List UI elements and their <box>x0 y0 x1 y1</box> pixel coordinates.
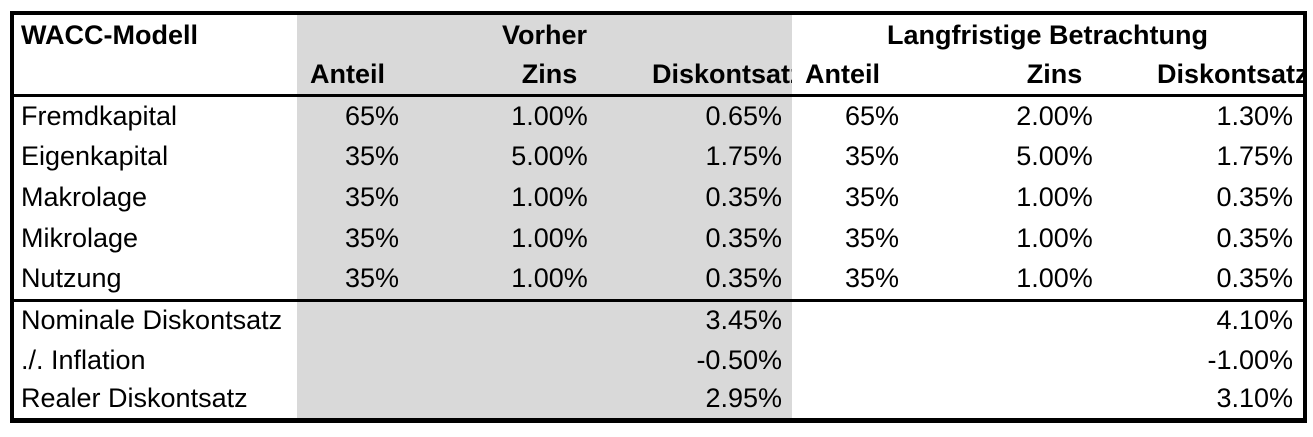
column-header-anteil-vorher: Anteil <box>297 55 447 97</box>
row-label: Makrolage <box>21 182 148 212</box>
table-cell: 1.00% <box>447 259 652 302</box>
table-cell: 5.00% <box>1016 141 1093 171</box>
column-group-langfristige-betrachtung: Langfristige Betrachtung <box>886 19 1209 50</box>
table-cell: 35% <box>297 259 447 302</box>
table-cell: 35% <box>844 141 900 171</box>
table-cell: 1.00% <box>952 259 1157 302</box>
column-header-diskontsatz-vorher: Diskontsatz <box>652 55 792 97</box>
table-cell <box>792 380 952 420</box>
page-title: WACC-Modell <box>21 19 198 50</box>
table-cell: 1.00% <box>1016 182 1093 212</box>
table-cell: 4.10% <box>1216 305 1294 336</box>
table-cell: 1.75% <box>652 136 792 177</box>
table-cell: 35% <box>844 223 900 253</box>
table-row-eigenkapital: Eigenkapital 35% 5.00% 1.75% 35% 5.00% 1… <box>12 136 1305 177</box>
table-cell <box>952 340 1157 380</box>
wacc-table-container: WACC-Modell Vorher Langfristige Betracht… <box>10 11 1313 423</box>
table-cell: -1.00% <box>1207 344 1294 375</box>
table-cell: 2.95% <box>652 380 792 420</box>
table-cell: 1.00% <box>1016 223 1093 253</box>
table-row-makrolage: Makrolage 35% 1.00% 0.35% 35% 1.00% 0.35… <box>12 177 1305 218</box>
wacc-table: WACC-Modell Vorher Langfristige Betracht… <box>10 11 1308 423</box>
table-cell: 65% <box>297 95 447 136</box>
table-cell: 1.00% <box>447 218 652 259</box>
table-cell: 1.00% <box>447 95 652 136</box>
table-cell <box>952 380 1157 420</box>
row-label: Nominale Diskontsatz <box>21 305 283 336</box>
table-row-realer-diskontsatz: Realer Diskontsatz 2.95% 3.10% <box>12 380 1305 420</box>
table-cell <box>447 300 652 340</box>
table-cell <box>792 340 952 380</box>
row-label: Eigenkapital <box>21 141 169 171</box>
table-row-nutzung: Nutzung 35% 1.00% 0.35% 35% 1.00% 0.35% <box>12 259 1306 302</box>
table-cell: -0.50% <box>652 340 792 380</box>
table-cell: 35% <box>844 182 900 212</box>
table-cell: 1.75% <box>1216 141 1294 171</box>
table-cell <box>297 380 447 420</box>
table-cell: 0.35% <box>1157 259 1306 302</box>
table-cell: 0.35% <box>1216 182 1294 212</box>
table-cell <box>297 300 447 340</box>
row-label: Fremdkapital <box>21 100 178 131</box>
row-label: ./. Inflation <box>21 344 146 375</box>
row-label: Realer Diskontsatz <box>21 383 248 414</box>
table-cell: 1.30% <box>1216 100 1294 131</box>
table-row-mikrolage: Mikrolage 35% 1.00% 0.35% 35% 1.00% 0.35… <box>12 218 1305 259</box>
table-cell: 35% <box>297 136 447 177</box>
table-cell: 0.35% <box>1216 223 1294 253</box>
table-cell: 3.10% <box>1216 383 1294 414</box>
column-header-anteil-lang: Anteil <box>792 55 952 97</box>
table-cell: 65% <box>844 100 900 131</box>
table-row-inflation: ./. Inflation -0.50% -1.00% <box>12 340 1305 380</box>
column-group-vorher: Vorher <box>297 13 792 55</box>
row-label: Mikrolage <box>21 223 139 253</box>
table-cell: 35% <box>297 177 447 218</box>
table-cell: 0.35% <box>652 177 792 218</box>
group-header-row: WACC-Modell Vorher Langfristige Betracht… <box>12 13 1305 55</box>
table-cell: 35% <box>792 259 952 302</box>
table-cell <box>952 300 1157 340</box>
column-header-zins-lang: Zins <box>952 55 1157 97</box>
column-header-row: Anteil Zins Diskontsatz Anteil Zins Disk… <box>12 55 1306 97</box>
table-cell: 35% <box>297 218 447 259</box>
table-cell: 5.00% <box>447 136 652 177</box>
table-row-fremdkapital: Fremdkapital 65% 1.00% 0.65% 65% 2.00% 1… <box>12 95 1305 136</box>
table-cell <box>297 340 447 380</box>
row-label: Nutzung <box>12 259 297 302</box>
table-row-nominale-diskontsatz: Nominale Diskontsatz 3.45% 4.10% <box>12 300 1305 340</box>
column-header-zins-vorher: Zins <box>447 55 652 97</box>
table-cell <box>447 340 652 380</box>
table-cell: 0.35% <box>652 259 792 302</box>
table-cell: 3.45% <box>652 300 792 340</box>
column-header-empty <box>12 55 297 97</box>
table-cell: 2.00% <box>1016 100 1093 131</box>
table-cell <box>792 300 952 340</box>
table-cell: 0.35% <box>652 218 792 259</box>
table-cell <box>447 380 652 420</box>
table-cell: 0.65% <box>652 95 792 136</box>
table-cell: 1.00% <box>447 177 652 218</box>
column-header-diskontsatz-lang: Diskontsatz <box>1157 55 1306 97</box>
